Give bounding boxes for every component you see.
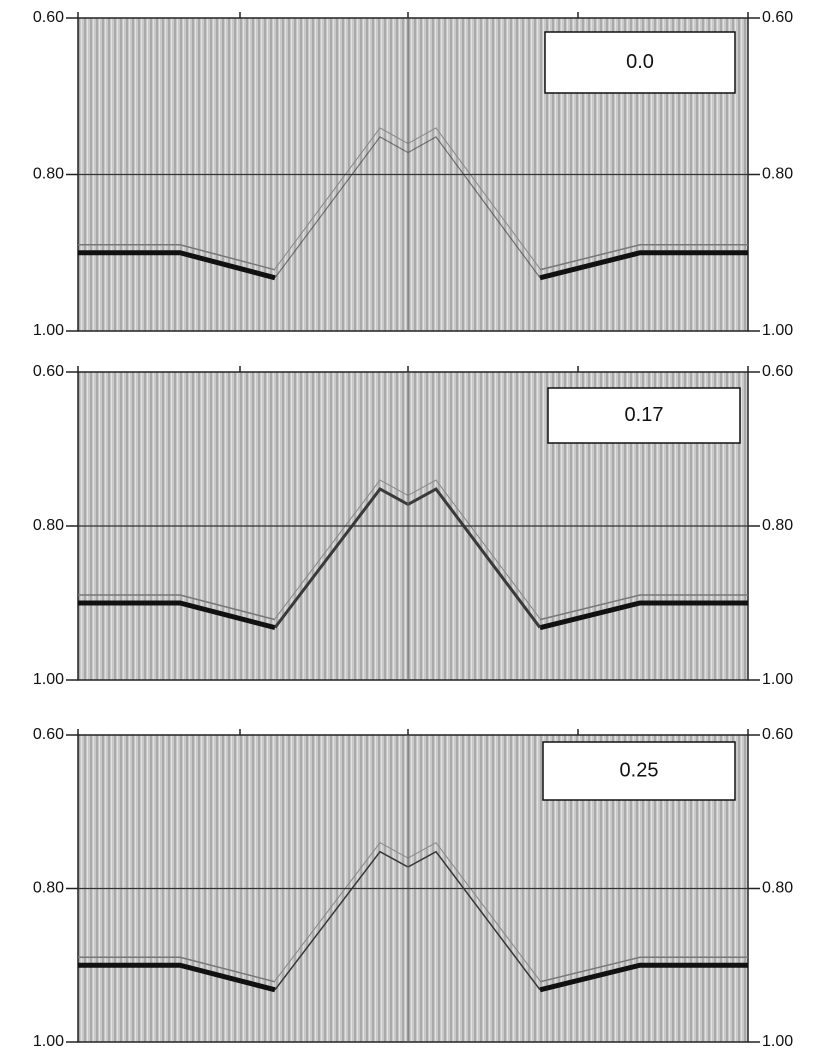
reflector (78, 250, 276, 281)
panel: 0.60 0.60 0.80 0.80 1.00 1.00 0.25 (33, 726, 793, 1050)
y-tick-label: 0.80 (33, 880, 64, 897)
y-tick-label-right: 0.60 (762, 726, 793, 743)
y-tick-label-right: 1.00 (762, 1033, 793, 1048)
label-box (544, 31, 736, 94)
reflector (78, 600, 276, 631)
y-tick-label-right: 0.80 (762, 166, 793, 183)
y-tick-label-right: 0.80 (762, 880, 793, 897)
label-box (547, 387, 741, 444)
reflector (539, 250, 748, 281)
panel-label: 0.0 (626, 51, 654, 73)
reflector-ghost (539, 594, 748, 621)
reflector-ghost (78, 594, 276, 621)
y-tick-label: 0.80 (33, 166, 64, 183)
y-tick-label: 1.00 (33, 1033, 64, 1048)
panel-label: 0.25 (620, 759, 659, 781)
reflector-ghost (539, 956, 748, 983)
y-tick-label: 0.80 (33, 517, 64, 534)
y-tick-label: 0.60 (33, 9, 64, 26)
y-tick-label-right: 1.00 (762, 322, 793, 339)
label-box (542, 741, 736, 801)
reflector-ghost (539, 244, 748, 271)
panel: 0.60 0.60 0.80 0.80 1.00 1.00 0.0 (33, 9, 793, 339)
y-tick-label-right: 0.60 (762, 9, 793, 26)
reflector-ghost (78, 244, 276, 271)
panel: 0.60 0.60 0.80 0.80 1.00 1.00 0.17 (33, 363, 793, 688)
y-tick-label-right: 0.80 (762, 517, 793, 534)
y-tick-label: 0.60 (33, 726, 64, 743)
y-tick-label-right: 1.00 (762, 671, 793, 688)
y-tick-label: 1.00 (33, 322, 64, 339)
y-tick-label: 1.00 (33, 671, 64, 688)
reflector-ghost (78, 956, 276, 983)
reflector (539, 962, 748, 993)
y-tick-label-right: 0.60 (762, 363, 793, 380)
reflector (539, 600, 748, 631)
reflector (78, 962, 276, 993)
y-tick-label: 0.60 (33, 363, 64, 380)
panel-label: 0.17 (625, 404, 664, 426)
